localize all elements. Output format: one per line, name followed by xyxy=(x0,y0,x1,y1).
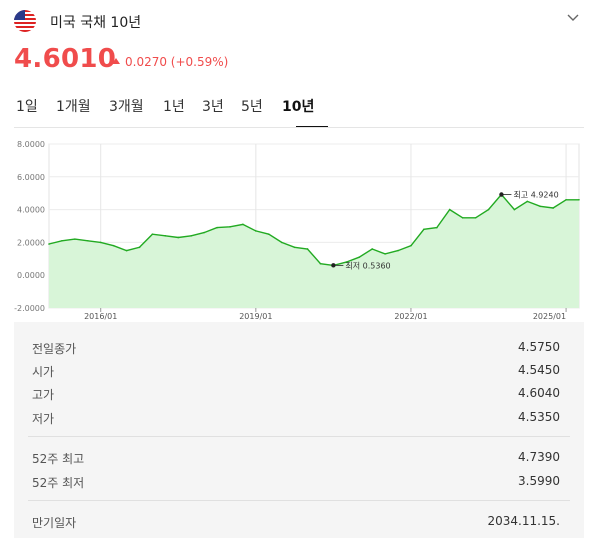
instrument-header: 미국 국채 10년 xyxy=(14,10,584,34)
stat-high: 고가 4.6040 xyxy=(32,386,560,403)
data-point xyxy=(371,248,373,250)
x-tick-label: 2019/01 xyxy=(239,312,272,321)
data-point xyxy=(48,243,50,245)
stat-value: 4.5350 xyxy=(518,410,560,424)
data-point xyxy=(242,223,244,226)
y-tick-label: 4.0000 xyxy=(17,206,45,215)
tab-1d[interactable]: 1일 xyxy=(16,99,38,115)
stats-divider xyxy=(28,500,570,501)
stat-value: 4.5750 xyxy=(518,340,560,354)
stat-value: 4.5450 xyxy=(518,363,560,377)
stat-value: 3.5990 xyxy=(518,474,560,488)
data-point xyxy=(345,261,348,263)
data-point xyxy=(112,244,115,247)
tab-3m[interactable]: 3개월 xyxy=(109,99,144,115)
price-change-value: 0.0270 (+0.59%) xyxy=(125,55,229,69)
data-point xyxy=(293,246,296,249)
y-tick-label: 6.0000 xyxy=(17,173,45,182)
stat-maturity: 만기일자 2034.11.15. xyxy=(32,514,560,531)
price-change: 0.0270 (+0.59%) xyxy=(112,55,228,69)
data-point xyxy=(410,244,412,247)
data-point xyxy=(384,253,386,255)
y-tick-label: 2.0000 xyxy=(17,238,45,247)
data-point xyxy=(306,248,309,250)
x-tick-label: 2025/01 xyxy=(533,312,566,321)
data-point xyxy=(578,198,580,201)
stat-value: 4.6040 xyxy=(518,386,560,400)
stat-label: 시가 xyxy=(32,365,55,379)
up-triangle-icon xyxy=(112,58,120,64)
data-point xyxy=(177,236,180,239)
tabs-divider xyxy=(14,127,584,128)
data-point xyxy=(203,231,205,234)
stat-prev-close: 전일종가 4.5750 xyxy=(32,340,560,357)
chart-svg: 8.0000 6.0000 4.0000 2.0000 0.0000 -2.0000 201… xyxy=(14,140,580,321)
data-point xyxy=(190,235,192,237)
stats-divider xyxy=(28,436,570,437)
data-point xyxy=(125,249,128,252)
data-point xyxy=(164,235,167,237)
instrument-title: 미국 국채 10년 xyxy=(50,15,142,31)
y-tick-label: 8.0000 xyxy=(17,140,45,149)
y-tick-label: -2.0000 xyxy=(14,304,45,313)
tab-1m[interactable]: 1개월 xyxy=(56,99,91,115)
data-point xyxy=(74,238,76,240)
stat-label: 저가 xyxy=(32,412,55,426)
us-flag-icon xyxy=(14,10,36,32)
data-point xyxy=(280,241,283,244)
data-point xyxy=(229,226,231,228)
data-point xyxy=(474,217,477,219)
stat-label: 52주 최고 xyxy=(32,452,85,466)
data-point xyxy=(526,200,529,203)
x-tick-label: 2016/01 xyxy=(84,312,117,321)
data-point xyxy=(448,208,451,211)
data-point xyxy=(319,262,322,265)
stat-52w-low: 52주 최저 3.5990 xyxy=(32,474,560,491)
series-area xyxy=(49,194,579,308)
stat-label: 52주 최저 xyxy=(32,476,85,490)
stat-value: 2034.11.15. xyxy=(487,514,560,528)
tab-3y[interactable]: 3년 xyxy=(202,99,224,115)
data-point xyxy=(513,208,516,211)
chevron-down-icon[interactable] xyxy=(566,10,580,24)
data-point xyxy=(397,249,399,252)
data-point xyxy=(255,230,257,232)
stat-label: 고가 xyxy=(32,388,55,402)
tab-1y[interactable]: 1년 xyxy=(163,99,185,115)
price-chart[interactable]: 8.0000 6.0000 4.0000 2.0000 0.0000 -2.0000 201… xyxy=(0,136,595,321)
data-point xyxy=(487,208,490,211)
stat-52w-high: 52주 최고 4.7390 xyxy=(32,450,560,467)
data-point xyxy=(539,205,542,208)
data-point xyxy=(267,233,270,235)
tab-5y[interactable]: 5년 xyxy=(241,99,263,115)
stat-label: 만기일자 xyxy=(32,516,77,530)
stat-open: 시가 4.5450 xyxy=(32,363,560,380)
stat-label: 전일종가 xyxy=(32,342,77,356)
y-tick-label: 0.0000 xyxy=(17,271,45,280)
stats-panel: 전일종가 4.5750 시가 4.5450 고가 4.6040 저가 4.535… xyxy=(14,322,584,538)
data-point xyxy=(565,198,567,201)
current-price: 4.6010 xyxy=(14,44,117,74)
data-point xyxy=(216,226,218,229)
data-point xyxy=(86,239,89,242)
data-point xyxy=(61,239,63,242)
period-tabs: 1일 1개월 3개월 1년 3년 5년 10년 xyxy=(14,96,584,128)
stat-low: 저가 4.5350 xyxy=(32,410,560,427)
data-point xyxy=(138,246,141,249)
x-tick-label: 2022/01 xyxy=(394,312,427,321)
data-point xyxy=(99,241,102,244)
data-point xyxy=(423,228,425,231)
series-line xyxy=(48,193,579,267)
data-point xyxy=(552,207,554,209)
high-annotation: 최고 4.9240 xyxy=(513,190,558,200)
data-point xyxy=(151,233,154,235)
data-point xyxy=(461,217,464,219)
data-point xyxy=(436,226,438,229)
low-annotation: 최저 0.5360 xyxy=(345,260,390,270)
tab-10y[interactable]: 10년 xyxy=(282,99,315,115)
stat-value: 4.7390 xyxy=(518,450,560,464)
data-point xyxy=(358,256,361,258)
